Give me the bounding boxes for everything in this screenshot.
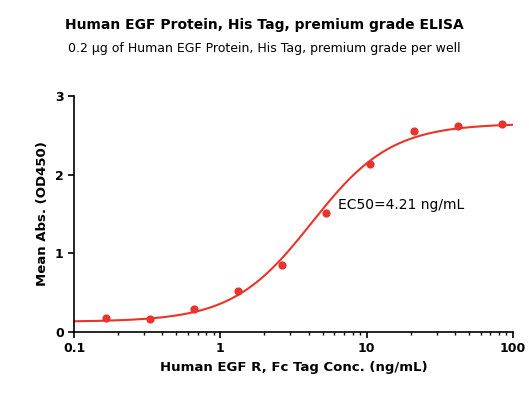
X-axis label: Human EGF R, Fc Tag Conc. (ng/mL): Human EGF R, Fc Tag Conc. (ng/mL) — [160, 361, 427, 374]
Text: EC50=4.21 ng/mL: EC50=4.21 ng/mL — [338, 198, 464, 212]
Text: Human EGF Protein, His Tag, premium grade ELISA: Human EGF Protein, His Tag, premium grad… — [65, 18, 464, 32]
Point — [234, 288, 242, 295]
Point — [189, 306, 198, 312]
Point — [498, 121, 506, 128]
Point — [278, 262, 286, 268]
Point — [454, 123, 462, 129]
Point — [145, 316, 154, 322]
Point — [322, 210, 330, 216]
Y-axis label: Mean Abs. (OD450): Mean Abs. (OD450) — [37, 142, 49, 286]
Point — [410, 128, 418, 135]
Point — [366, 161, 375, 168]
Text: 0.2 μg of Human EGF Protein, His Tag, premium grade per well: 0.2 μg of Human EGF Protein, His Tag, pr… — [68, 42, 461, 55]
Point — [101, 315, 110, 322]
